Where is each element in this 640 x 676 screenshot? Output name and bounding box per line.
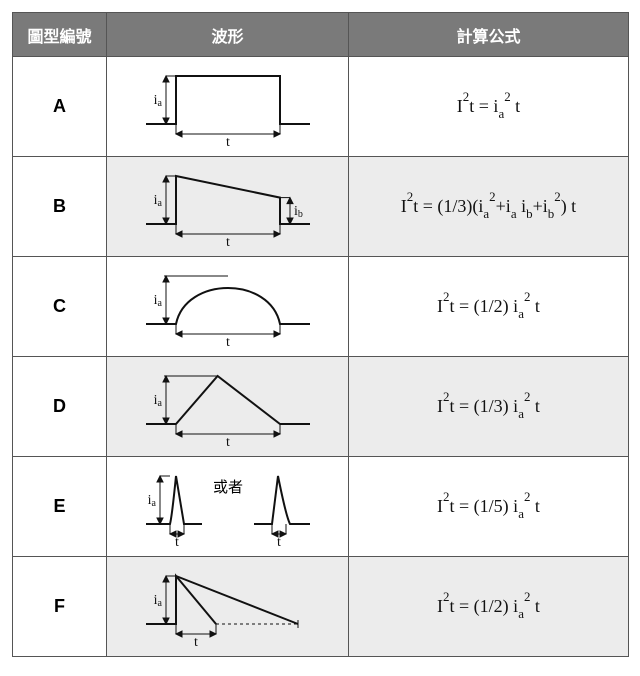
- row-id: E: [13, 457, 107, 557]
- header-formula: 計算公式: [349, 13, 629, 57]
- row-id: C: [13, 257, 107, 357]
- svg-text:或者: 或者: [212, 479, 242, 496]
- formula-cell: I2t = ia2 t: [349, 57, 629, 157]
- table-row: C ia tI2t = (1/2) ia2 t: [13, 257, 629, 357]
- formula-cell: I2t = (1/3)(ia2+ia ib+ib2) t: [349, 157, 629, 257]
- svg-text:t: t: [226, 335, 230, 350]
- svg-text:ia: ia: [153, 293, 162, 309]
- table-row: D ia tI2t = (1/3) ia2 t: [13, 357, 629, 457]
- waveform-table: 圖型編號 波形 計算公式 A ia tI2t = ia2 tB ia ib tI…: [12, 12, 629, 657]
- table-row: F ia tI2t = (1/2) ia2 t: [13, 557, 629, 657]
- waveform-cell: ia t: [107, 357, 349, 457]
- waveform-cell: ia t: [107, 557, 349, 657]
- table-row: E ia t t 或者 I2t = (1/5) ia2 t: [13, 457, 629, 557]
- svg-text:ia: ia: [153, 593, 162, 609]
- waveform-cell: ia t t 或者: [107, 457, 349, 557]
- svg-text:ib: ib: [294, 203, 303, 219]
- header-row: 圖型編號 波形 計算公式: [13, 13, 629, 57]
- svg-text:t: t: [226, 235, 230, 250]
- svg-text:ia: ia: [153, 393, 162, 409]
- waveform-cell: ia t: [107, 257, 349, 357]
- waveform-cell: ia t: [107, 57, 349, 157]
- svg-text:t: t: [226, 435, 230, 450]
- row-id: B: [13, 157, 107, 257]
- waveform-cell: ia ib t: [107, 157, 349, 257]
- table-row: A ia tI2t = ia2 t: [13, 57, 629, 157]
- row-id: A: [13, 57, 107, 157]
- row-id: F: [13, 557, 107, 657]
- svg-text:t: t: [175, 535, 179, 550]
- row-id: D: [13, 357, 107, 457]
- svg-text:ia: ia: [147, 493, 156, 509]
- header-wave: 波形: [107, 13, 349, 57]
- formula-cell: I2t = (1/3) ia2 t: [349, 357, 629, 457]
- svg-text:ia: ia: [153, 93, 162, 109]
- formula-cell: I2t = (1/2) ia2 t: [349, 557, 629, 657]
- svg-text:ia: ia: [153, 193, 162, 209]
- svg-text:t: t: [277, 535, 281, 550]
- formula-cell: I2t = (1/5) ia2 t: [349, 457, 629, 557]
- formula-cell: I2t = (1/2) ia2 t: [349, 257, 629, 357]
- table-row: B ia ib tI2t = (1/3)(ia2+ia ib+ib2) t: [13, 157, 629, 257]
- svg-text:t: t: [226, 135, 230, 150]
- svg-text:t: t: [194, 635, 198, 650]
- header-id: 圖型編號: [13, 13, 107, 57]
